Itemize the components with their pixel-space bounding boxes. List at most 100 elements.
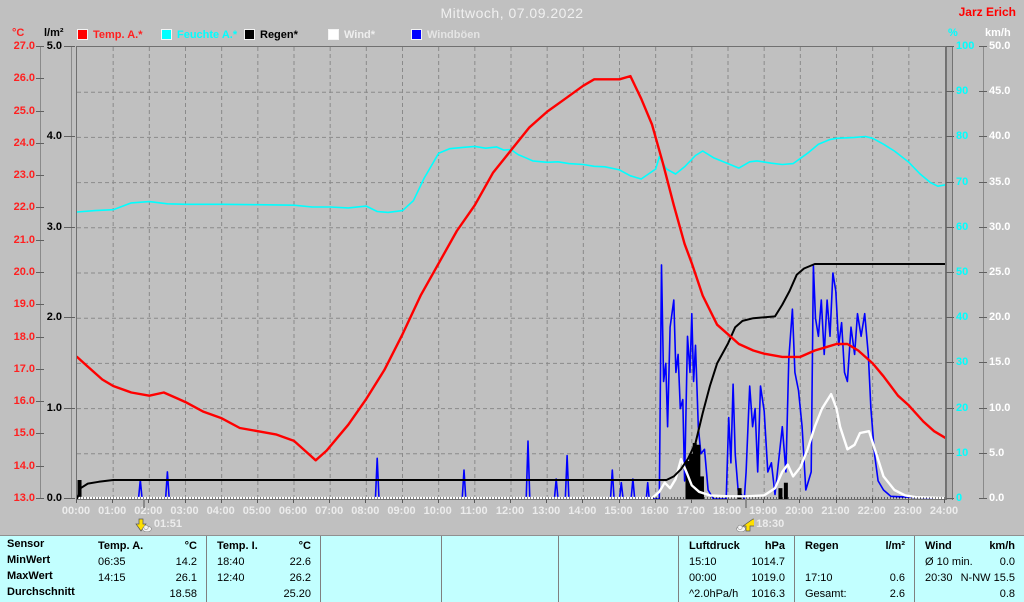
x-axis-label: 22:00 <box>857 505 886 517</box>
axis-tick-wind <box>979 91 987 93</box>
marker-tick <box>745 499 748 508</box>
table-data-row: 18:40 22.6 <box>207 554 320 570</box>
axis-tick-rain <box>64 407 75 409</box>
table-data-row <box>321 570 441 586</box>
x-axis-label: 02:00 <box>134 505 163 517</box>
x-axis-tick <box>510 499 511 503</box>
table-data-row: 06:35 14.2 <box>88 554 206 570</box>
table-cell-value: 2.6 <box>889 588 905 600</box>
legend-item-regen[interactable]: Regen* <box>244 28 298 41</box>
axis-tick-rain <box>64 317 75 319</box>
table-data-row: 15:10 1014.7 <box>679 554 794 570</box>
x-axis-tick <box>76 499 77 503</box>
axis-tick-label-temp: 21.0 <box>13 233 35 246</box>
x-axis-label: 24:00 <box>929 505 959 517</box>
table-cell-time: ^2.0hPa/h <box>689 588 739 600</box>
table-header-row: Luftdruck hPa <box>679 538 794 554</box>
axis-tick-label-humidity: 10 <box>956 446 969 459</box>
table-data-row: 14:15 26.1 <box>88 570 206 586</box>
axis-tick-label-temp: 14.0 <box>13 459 35 472</box>
axis-tick-label-wind: 45.0 <box>989 85 1011 98</box>
x-axis-label: 06:00 <box>278 505 308 517</box>
plot-right-edge <box>946 46 953 500</box>
table-col-unit: °C <box>184 540 197 552</box>
table-row-label: Sensor <box>7 538 45 550</box>
axis-tick-label-temp: 22.0 <box>13 201 35 214</box>
table-cell-time: 00:00 <box>689 572 717 584</box>
axis-tick-label-rain: 0.0 <box>46 492 62 504</box>
table-data-row <box>559 570 678 586</box>
table-cell-time: 20:30 <box>925 572 953 584</box>
axis-tick-temp <box>36 304 44 306</box>
table-data-row <box>321 586 441 602</box>
axis-tick-label-temp: 25.0 <box>13 104 35 117</box>
legend-swatch-icon <box>411 29 422 40</box>
table-header-row: Wind km/h <box>915 538 1024 554</box>
axis-tick-label-rain: 4.0 <box>46 130 62 143</box>
x-axis-tick <box>654 499 656 503</box>
x-axis-tick <box>112 499 114 503</box>
x-axis-tick <box>184 499 186 503</box>
axis-tick-label-temp: 15.0 <box>13 427 35 440</box>
axis-tick-label-humidity: 80 <box>956 130 969 143</box>
page-title: Mittwoch, 07.09.2022 <box>440 5 584 21</box>
x-axis-label: 19:00 <box>749 505 778 517</box>
axis-tick-rain <box>64 226 75 228</box>
table-cell-time: 12:40 <box>217 572 245 584</box>
table-cell-value: 26.1 <box>175 572 197 584</box>
x-axis-label: 21:00 <box>821 505 850 517</box>
axis-tick-label-wind: 25.0 <box>989 266 1011 278</box>
legend-item-wind[interactable]: Wind* <box>328 28 375 41</box>
table-cell-time: 15:10 <box>689 556 717 568</box>
chart-plot-area <box>75 46 947 500</box>
table-header-row <box>321 538 441 554</box>
series-bar-Regen Intensität <box>699 476 704 499</box>
axis-tick-label-humidity: 20 <box>956 401 969 414</box>
x-axis-label: 18:00 <box>712 505 742 517</box>
axis-tick-label-wind: 20.0 <box>989 311 1011 324</box>
table-data-row: 17:10 0.6 <box>795 570 914 586</box>
x-axis-tick <box>256 499 258 503</box>
axis-tick-humidity <box>946 317 954 319</box>
axis-tick-humidity <box>946 452 954 454</box>
legend-item-tempa[interactable]: Temp. A.* <box>77 28 143 41</box>
series-bar-Regen Intensität <box>696 444 701 499</box>
table-data-row <box>442 570 558 586</box>
x-axis-label: 23:00 <box>893 505 922 517</box>
axis-tick-rain <box>64 136 75 138</box>
legend-item-windben[interactable]: Windböen <box>411 28 480 41</box>
table-cell-value: 25.20 <box>283 588 311 600</box>
axis-tick-wind <box>979 498 987 499</box>
event-marker-1830: 18:30 <box>736 518 854 535</box>
table-data-row: 25.20 <box>207 586 320 602</box>
axis-tick-label-temp: 27.0 <box>13 40 35 52</box>
table-data-row: 00:00 1019.0 <box>679 570 794 586</box>
legend-item-feuchtea[interactable]: Feuchte A.* <box>161 28 237 41</box>
legend-swatch-icon <box>328 29 339 40</box>
x-axis-tick <box>365 499 367 503</box>
x-axis-tick <box>220 499 222 503</box>
table-data-row <box>442 554 558 570</box>
legend-label: Temp. A.* <box>93 28 143 41</box>
axis-title-temp: °C <box>12 27 25 39</box>
x-axis-label: 14:00 <box>568 505 597 517</box>
axis-tick-wind <box>979 272 987 273</box>
x-axis-label: 15:00 <box>604 505 633 517</box>
station-name: Jarz Erich <box>958 5 1016 19</box>
table-data-row <box>559 586 678 602</box>
axis-tick-label-rain: 2.0 <box>46 311 62 324</box>
table-column-luftdruck: Luftdruck hPa 15:10 1014.7 00:00 1019.0 ^2.0hP… <box>679 536 795 602</box>
x-axis-tick <box>944 499 945 503</box>
x-axis-label: 03:00 <box>170 505 199 517</box>
axis-tick-label-humidity: 90 <box>956 85 969 98</box>
table-col-name: Temp. I. <box>217 540 258 552</box>
axis-tick-temp <box>36 336 44 338</box>
series-line-Wind <box>75 392 947 500</box>
axis-tick-temp <box>36 368 44 370</box>
x-axis-label: 09:00 <box>387 505 416 517</box>
axis-tick-rain <box>64 46 75 47</box>
axis-tick-label-temp: 16.0 <box>13 395 35 408</box>
table-cell-value: N-NW 15.5 <box>960 572 1015 584</box>
table-data-row <box>321 554 441 570</box>
legend-swatch-icon <box>161 29 172 40</box>
